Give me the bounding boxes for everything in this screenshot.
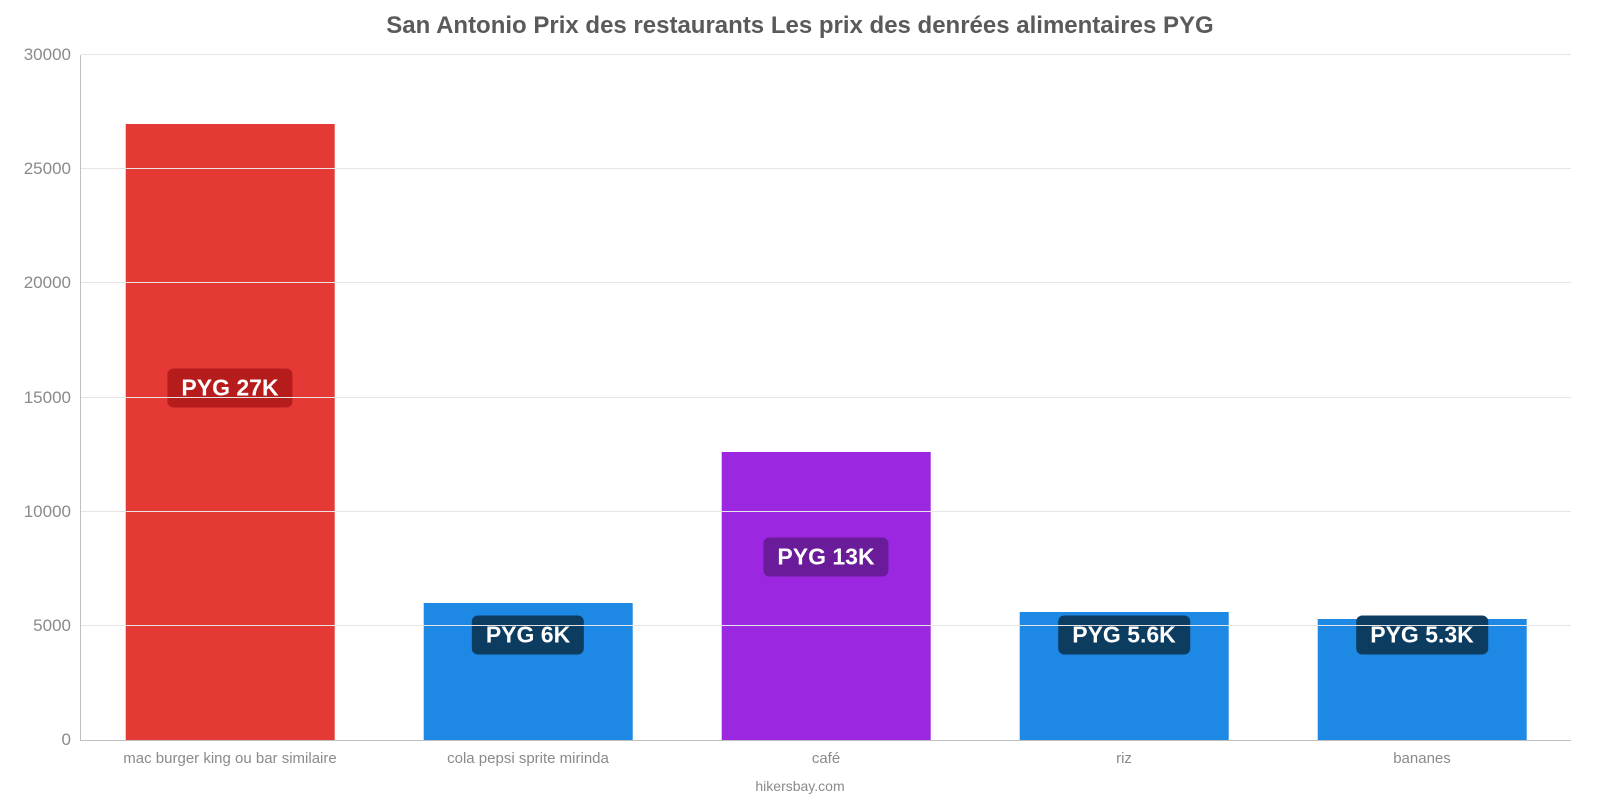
x-category-label: café	[812, 740, 840, 767]
bar-value-badge: PYG 27K	[167, 369, 292, 408]
y-tick-label: 15000	[24, 388, 81, 408]
gridline	[81, 625, 1571, 626]
price-bar-chart: San Antonio Prix des restaurants Les pri…	[0, 0, 1600, 800]
chart-credit: hikersbay.com	[0, 778, 1600, 794]
gridline	[81, 397, 1571, 398]
y-tick-label: 5000	[33, 616, 81, 636]
plot-area: mac burger king ou bar similairePYG 27Kc…	[80, 55, 1571, 741]
y-tick-label: 30000	[24, 45, 81, 65]
bar-value-badge: PYG 6K	[472, 615, 584, 654]
x-category-label: mac burger king ou bar similaire	[123, 740, 336, 767]
x-category-label: riz	[1116, 740, 1132, 767]
x-category-label: cola pepsi sprite mirinda	[447, 740, 609, 767]
x-category-label: bananes	[1393, 740, 1451, 767]
y-tick-label: 20000	[24, 273, 81, 293]
bar-value-badge: PYG 5.6K	[1058, 615, 1190, 654]
y-tick-label: 25000	[24, 159, 81, 179]
bar-slot: cola pepsi sprite mirindaPYG 6K	[379, 55, 677, 740]
bar-slot: caféPYG 13K	[677, 55, 975, 740]
bar-slot: bananesPYG 5.3K	[1273, 55, 1571, 740]
bar-slot: rizPYG 5.6K	[975, 55, 1273, 740]
bar-value-badge: PYG 5.3K	[1356, 615, 1488, 654]
bar-value-badge: PYG 13K	[763, 538, 888, 577]
gridline	[81, 54, 1571, 55]
chart-title: San Antonio Prix des restaurants Les pri…	[0, 12, 1600, 40]
gridline	[81, 282, 1571, 283]
gridline	[81, 511, 1571, 512]
y-tick-label: 10000	[24, 502, 81, 522]
y-tick-label: 0	[62, 730, 81, 750]
bar	[126, 124, 335, 741]
gridline	[81, 168, 1571, 169]
bar	[722, 452, 931, 740]
bars-container: mac burger king ou bar similairePYG 27Kc…	[81, 55, 1571, 740]
bar-slot: mac burger king ou bar similairePYG 27K	[81, 55, 379, 740]
